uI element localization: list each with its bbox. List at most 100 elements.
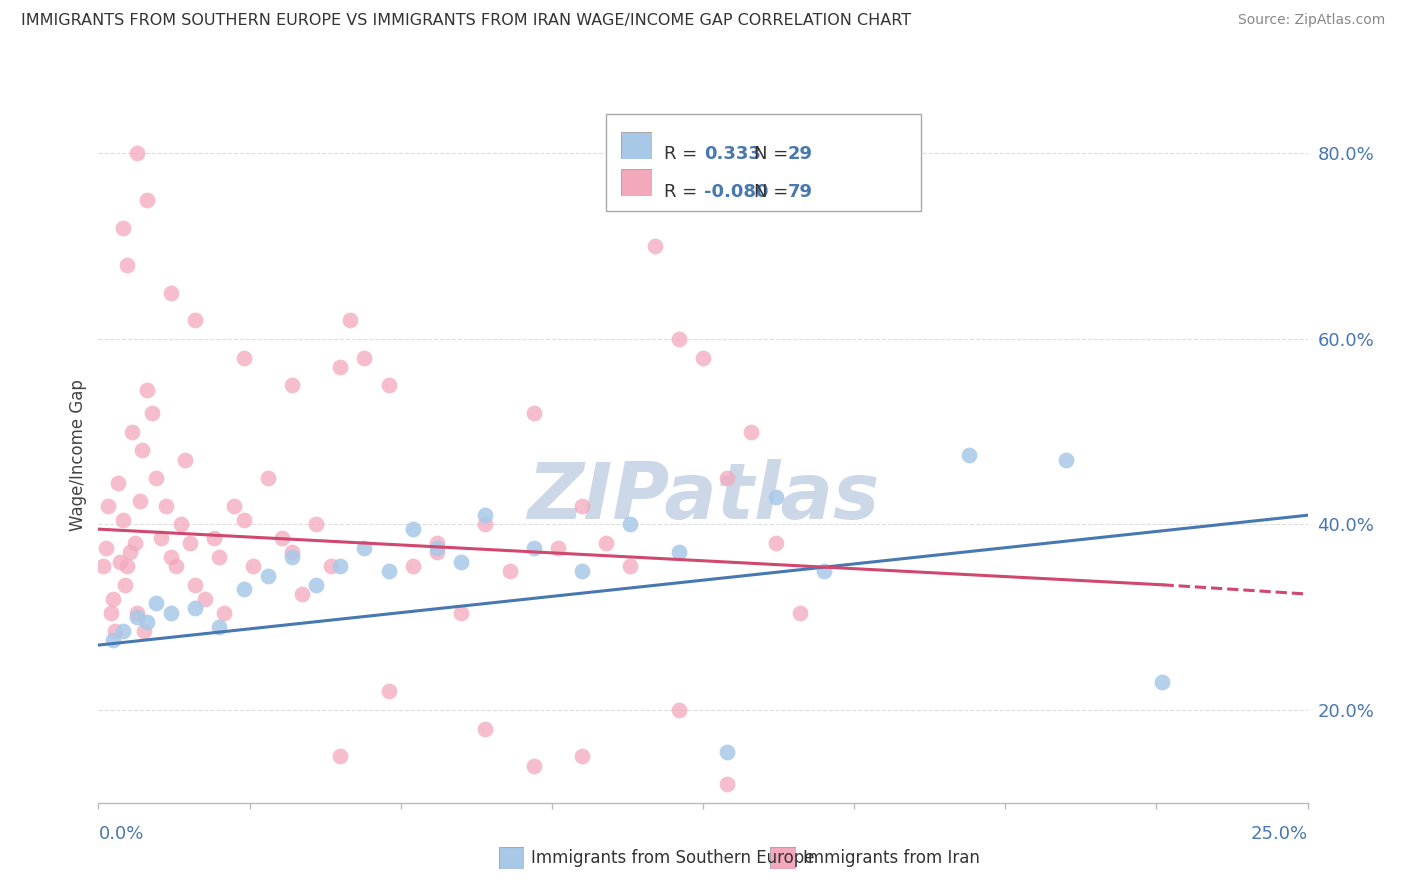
- Point: [232, 351, 254, 365]
- Point: [107, 475, 129, 490]
- Point: [97, 499, 120, 513]
- Point: [813, 564, 835, 578]
- Point: [118, 545, 141, 559]
- Point: [1054, 452, 1077, 467]
- Text: -0.080: -0.080: [703, 183, 768, 201]
- Point: [101, 591, 124, 606]
- Point: [329, 559, 352, 574]
- Point: [281, 549, 304, 564]
- Text: 0.0%: 0.0%: [98, 825, 143, 843]
- Point: [94, 541, 117, 555]
- Point: [305, 517, 328, 532]
- Text: 29: 29: [787, 145, 813, 163]
- Point: [127, 610, 149, 624]
- Point: [169, 517, 191, 532]
- Point: [474, 517, 496, 532]
- Point: [426, 541, 449, 555]
- Point: [281, 545, 304, 559]
- Point: [716, 471, 738, 485]
- Point: [165, 559, 187, 574]
- Point: [160, 285, 183, 300]
- Point: [145, 596, 167, 610]
- Point: [134, 624, 156, 639]
- Point: [117, 559, 139, 574]
- Point: [716, 777, 738, 791]
- Point: [377, 378, 399, 392]
- Point: [208, 619, 231, 633]
- Point: [232, 582, 254, 597]
- Text: ZIPatlas: ZIPatlas: [527, 458, 879, 534]
- Point: [474, 508, 496, 523]
- Point: [184, 601, 207, 615]
- Point: [131, 443, 153, 458]
- Point: [160, 549, 183, 564]
- Point: [305, 578, 328, 592]
- Point: [789, 606, 811, 620]
- Point: [1152, 675, 1174, 690]
- Point: [150, 532, 173, 546]
- Point: [290, 587, 312, 601]
- Point: [174, 452, 197, 467]
- Point: [91, 559, 114, 574]
- Point: [184, 313, 207, 327]
- Point: [121, 425, 143, 439]
- Point: [135, 193, 157, 207]
- FancyBboxPatch shape: [606, 114, 921, 211]
- Point: [353, 541, 375, 555]
- Point: [100, 606, 122, 620]
- Point: [523, 541, 546, 555]
- Point: [377, 564, 399, 578]
- Point: [692, 351, 714, 365]
- Point: [111, 220, 134, 235]
- Point: [111, 624, 134, 639]
- Point: [127, 606, 149, 620]
- Point: [141, 406, 163, 420]
- Point: [135, 615, 157, 629]
- Point: [716, 745, 738, 759]
- Point: [124, 536, 146, 550]
- Text: 0.333: 0.333: [703, 145, 761, 163]
- Point: [160, 606, 183, 620]
- Point: [232, 513, 254, 527]
- Point: [450, 606, 472, 620]
- Point: [208, 549, 231, 564]
- Point: [329, 749, 352, 764]
- Point: [523, 758, 546, 772]
- Text: 25.0%: 25.0%: [1250, 825, 1308, 843]
- Point: [271, 532, 294, 546]
- Point: [222, 499, 245, 513]
- Point: [184, 578, 207, 592]
- Text: Immigrants from Southern Europe: Immigrants from Southern Europe: [531, 849, 815, 867]
- Point: [668, 332, 690, 346]
- Point: [212, 606, 235, 620]
- Point: [194, 591, 217, 606]
- Point: [668, 703, 690, 717]
- Point: [281, 378, 304, 392]
- Point: [179, 536, 201, 550]
- Point: [145, 471, 167, 485]
- Point: [474, 722, 496, 736]
- Point: [740, 425, 762, 439]
- Point: [155, 499, 177, 513]
- Point: [135, 383, 157, 397]
- Point: [765, 536, 787, 550]
- Point: [256, 471, 278, 485]
- Point: [104, 624, 127, 639]
- Point: [523, 406, 546, 420]
- Point: [450, 555, 472, 569]
- Text: 79: 79: [787, 183, 813, 201]
- Point: [619, 517, 641, 532]
- Point: [426, 536, 449, 550]
- Text: N =: N =: [754, 145, 794, 163]
- Point: [108, 555, 131, 569]
- Point: [644, 239, 666, 253]
- Point: [127, 146, 149, 161]
- Point: [242, 559, 264, 574]
- Point: [498, 564, 520, 578]
- Point: [111, 513, 134, 527]
- Point: [329, 359, 352, 374]
- Point: [957, 448, 980, 462]
- Point: [204, 532, 226, 546]
- Text: IMMIGRANTS FROM SOUTHERN EUROPE VS IMMIGRANTS FROM IRAN WAGE/INCOME GAP CORRELAT: IMMIGRANTS FROM SOUTHERN EUROPE VS IMMIG…: [21, 13, 911, 29]
- Point: [101, 633, 124, 648]
